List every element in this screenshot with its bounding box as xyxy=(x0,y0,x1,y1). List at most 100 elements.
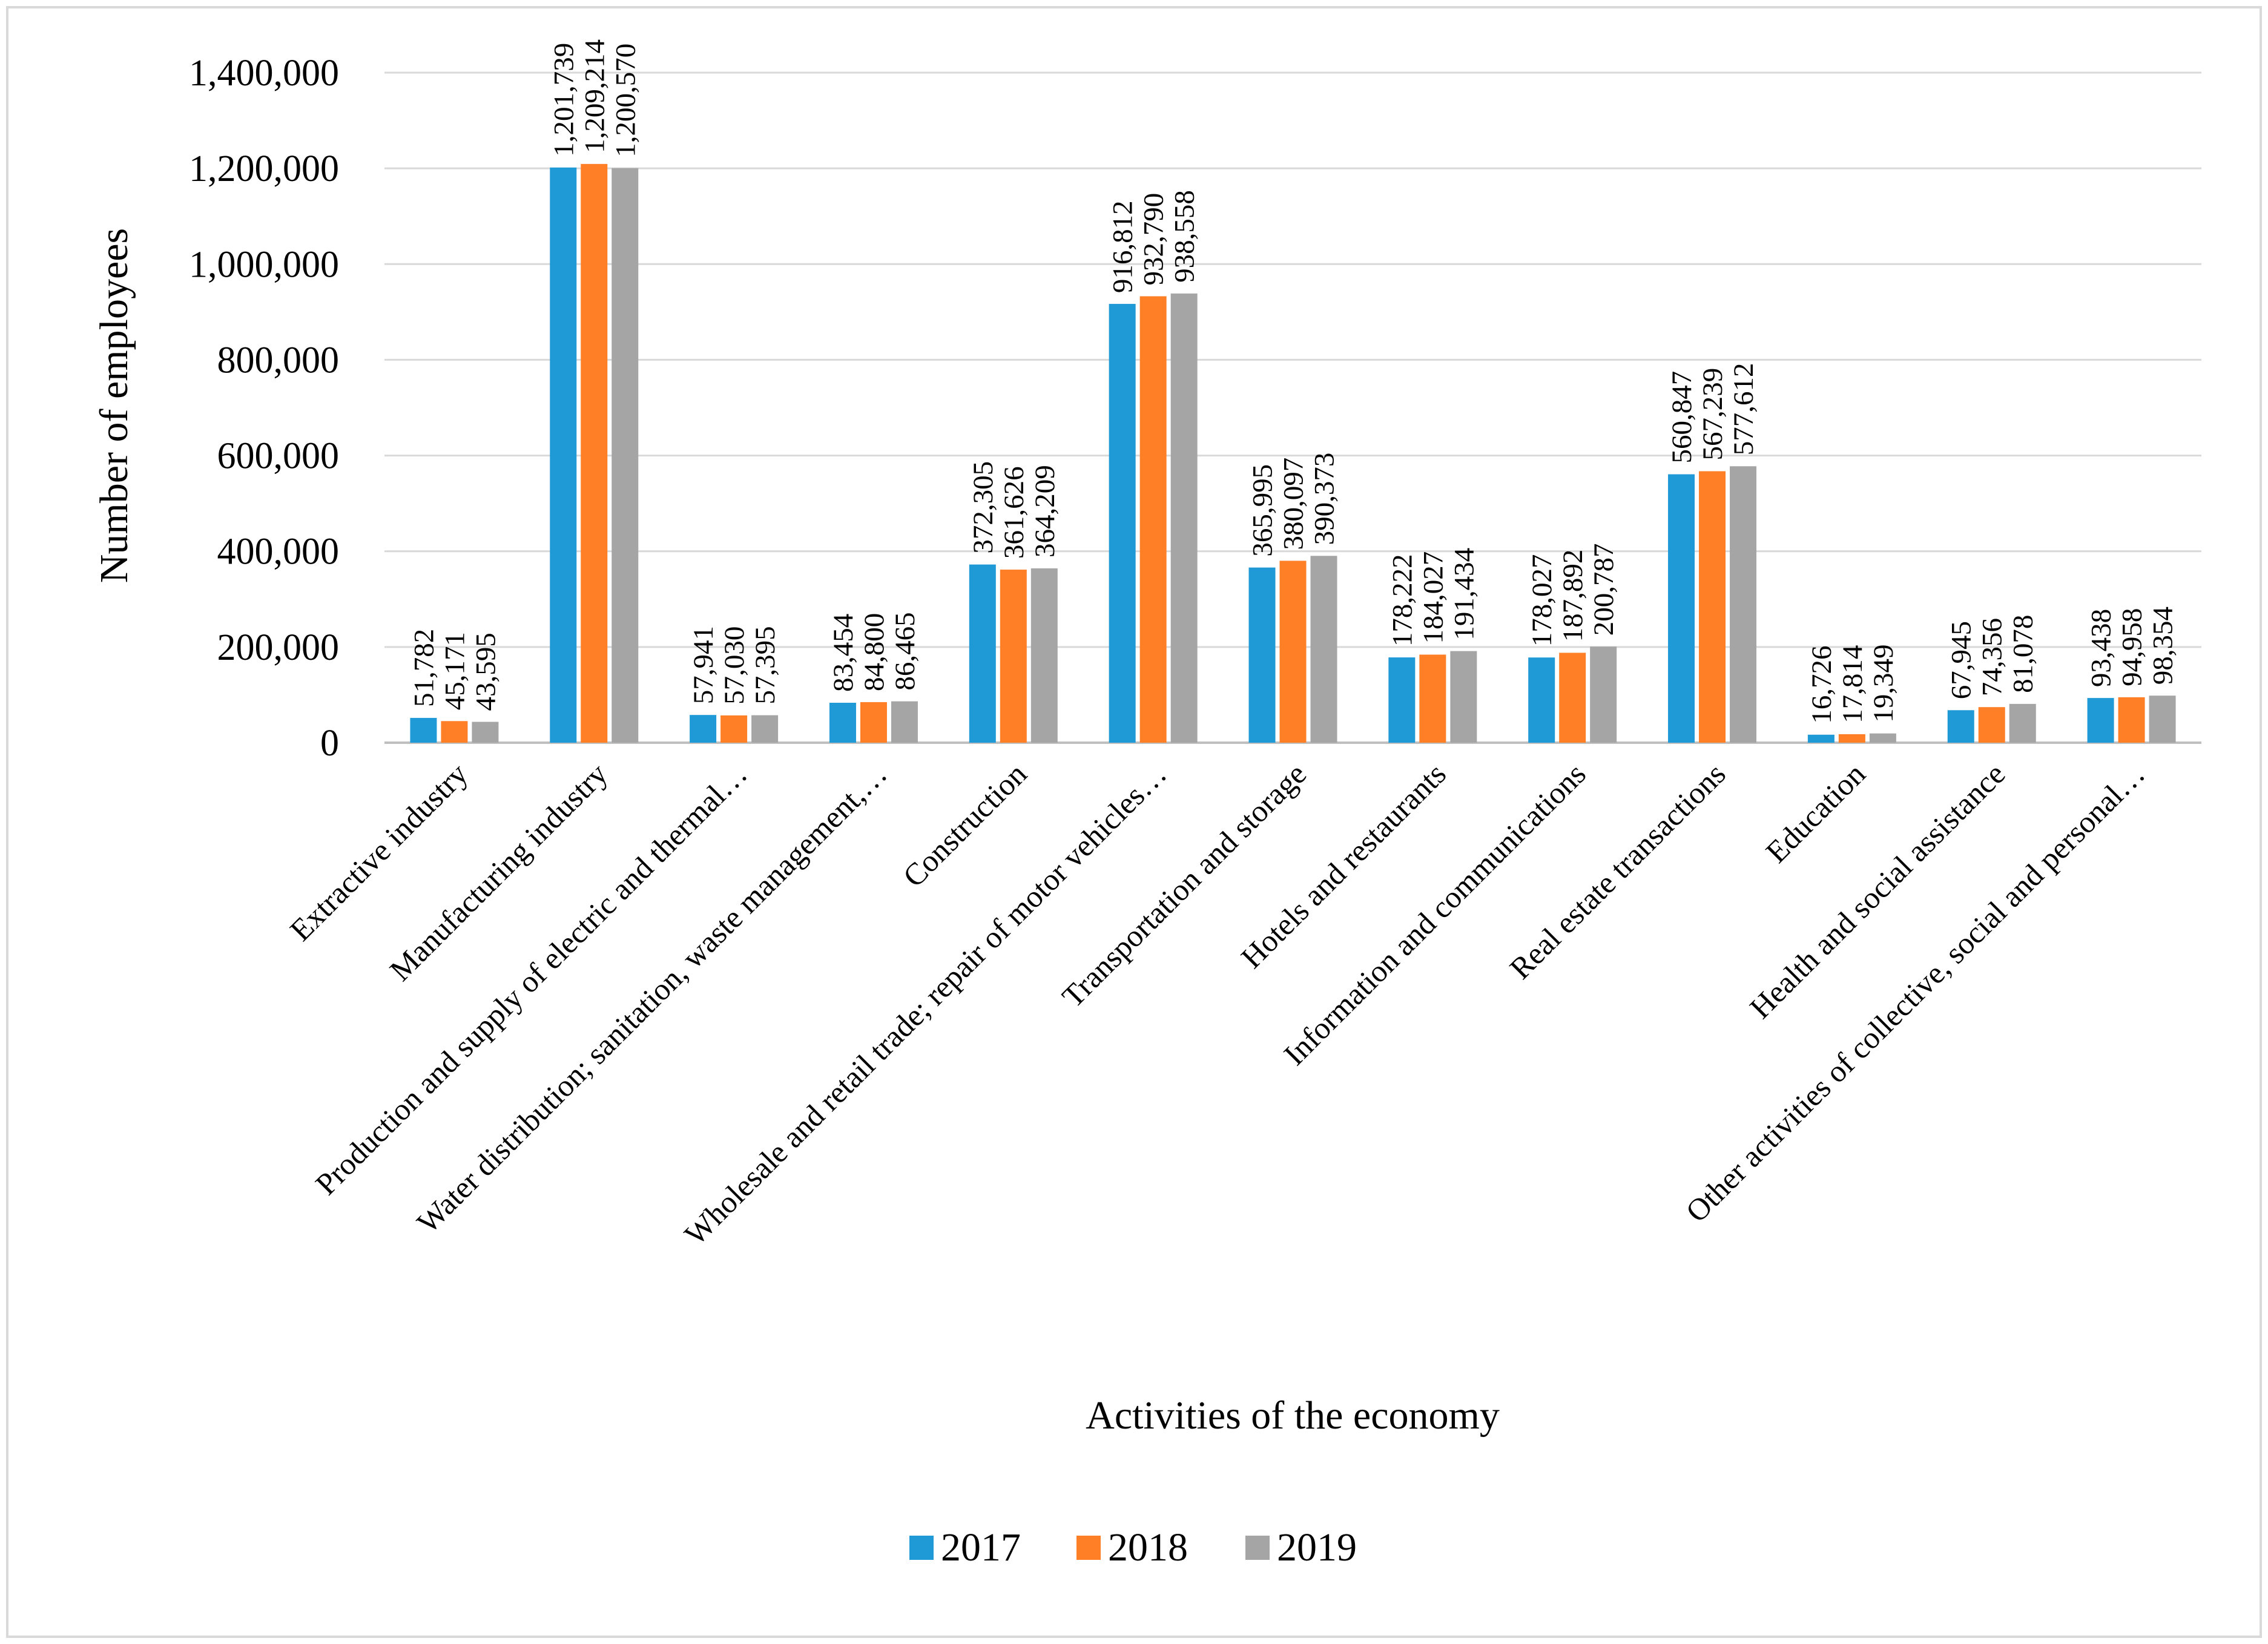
y-tick-label: 1,000,000 xyxy=(189,244,339,285)
y-tick-label: 1,400,000 xyxy=(189,53,339,94)
category-label: Education xyxy=(1760,757,1873,870)
category-label: Health and social assistance xyxy=(1744,757,2012,1025)
data-label-2017: 560,847 xyxy=(1666,371,1698,464)
bar-2019 xyxy=(1030,568,1058,743)
bar-2018 xyxy=(581,163,608,743)
data-label-2019: 364,209 xyxy=(1029,465,1061,557)
bar-2019 xyxy=(612,168,639,743)
bar-2017 xyxy=(550,167,577,743)
data-label-2018: 187,892 xyxy=(1557,550,1589,642)
bar-2019 xyxy=(472,722,499,743)
data-label-2017: 83,454 xyxy=(828,614,859,692)
x-axis-title: Activities of the economy xyxy=(1086,1393,1500,1438)
bar-2017 xyxy=(2087,698,2114,743)
bar-2018 xyxy=(2118,697,2145,743)
legend-swatch-2018 xyxy=(1076,1536,1101,1560)
category-label: Transportation and storage xyxy=(1056,757,1313,1014)
bar-2018 xyxy=(1838,734,1865,743)
bar-2019 xyxy=(1170,293,1198,743)
data-label-2017: 178,222 xyxy=(1386,554,1418,646)
bar-2017 xyxy=(829,703,856,743)
bars xyxy=(410,163,2176,743)
bar-2019 xyxy=(1869,733,1896,743)
data-label-2018: 94,958 xyxy=(2117,608,2148,686)
data-label-2018: 84,800 xyxy=(859,613,890,691)
data-label-2017: 1,201,739 xyxy=(548,43,579,157)
data-labels: 51,782 45,171 43,595 1,201,739 1,209,214 1,20… xyxy=(408,39,2178,724)
data-label-2017: 51,782 xyxy=(408,629,440,707)
legend-label-2018: 2018 xyxy=(1108,1525,1188,1570)
data-label-2019: 81,078 xyxy=(2008,615,2039,693)
bar-2018 xyxy=(860,702,887,743)
category-label: Construction xyxy=(897,757,1033,894)
data-label-2019: 1,200,570 xyxy=(610,44,641,157)
bar-2017 xyxy=(1807,734,1835,743)
data-label-2019: 200,787 xyxy=(1588,543,1620,636)
data-label-2018: 361,626 xyxy=(998,466,1030,559)
data-label-2017: 16,726 xyxy=(1806,646,1838,724)
category-label: Wholesale and retail trade; repair of mo… xyxy=(679,757,1174,1252)
data-label-2019: 577,612 xyxy=(1728,363,1759,456)
data-label-2019: 390,373 xyxy=(1309,453,1340,545)
data-label-2017: 178,027 xyxy=(1526,554,1558,646)
chart-frame xyxy=(6,6,2262,1638)
category-label: Information and communications xyxy=(1277,757,1592,1072)
bar-2017 xyxy=(1248,567,1276,743)
data-label-2017: 93,438 xyxy=(2086,609,2117,687)
bar-2018 xyxy=(720,715,748,743)
data-label-2019: 938,558 xyxy=(1169,190,1201,283)
data-label-2018: 17,814 xyxy=(1837,645,1868,723)
data-label-2017: 372,305 xyxy=(968,461,999,554)
bar-2018 xyxy=(1559,653,1586,743)
data-label-2018: 45,171 xyxy=(439,632,470,710)
bar-2018 xyxy=(1419,654,1446,743)
bar-2018 xyxy=(1978,707,2005,743)
data-label-2018: 57,030 xyxy=(719,626,750,705)
bar-2017 xyxy=(1388,657,1416,743)
y-axis-ticks: 0 200,000 400,000 600,000 800,000 1,000,000 1,… xyxy=(189,53,339,764)
y-tick-label: 600,000 xyxy=(217,436,340,477)
data-label-2017: 57,941 xyxy=(688,626,719,704)
bar-2019 xyxy=(1450,651,1477,743)
category-label: Water distribution; sanitation, waste ma… xyxy=(411,757,894,1240)
data-label-2017: 67,945 xyxy=(1946,621,1977,699)
bar-2017 xyxy=(969,564,996,743)
bar-2017 xyxy=(1109,304,1136,743)
data-label-2018: 932,790 xyxy=(1138,193,1170,286)
bar-2019 xyxy=(2149,695,2176,743)
y-tick-label: 400,000 xyxy=(217,531,340,573)
y-tick-label: 200,000 xyxy=(217,627,340,668)
bar-2019 xyxy=(751,715,779,743)
bar-2017 xyxy=(690,715,717,743)
data-label-2019: 86,465 xyxy=(889,612,921,690)
legend-swatch-2019 xyxy=(1245,1536,1270,1560)
legend-label-2019: 2019 xyxy=(1277,1525,1357,1570)
bar-2017 xyxy=(1947,710,1974,743)
bar-2018 xyxy=(1279,561,1307,743)
data-label-2018: 380,097 xyxy=(1278,458,1310,550)
bar-2018 xyxy=(441,721,468,743)
legend: 2017 2018 2019 xyxy=(909,1525,1357,1570)
legend-label-2017: 2017 xyxy=(941,1525,1021,1570)
bar-2018 xyxy=(1139,296,1167,743)
bar-2017 xyxy=(1668,474,1695,743)
data-label-2019: 191,434 xyxy=(1448,548,1480,640)
legend-swatch-2017 xyxy=(909,1536,934,1560)
data-label-2019: 19,349 xyxy=(1868,644,1899,722)
y-axis-title: Number of employees xyxy=(92,228,136,584)
bar-2018 xyxy=(1000,570,1027,743)
gridlines xyxy=(384,71,2201,648)
category-label: Other activities of collective, social a… xyxy=(1680,757,2152,1229)
data-label-2018: 184,027 xyxy=(1417,551,1449,644)
data-label-2018: 1,209,214 xyxy=(579,39,610,153)
bar-2019 xyxy=(891,701,918,743)
data-label-2019: 43,595 xyxy=(470,633,501,711)
bar-2019 xyxy=(1310,556,1337,743)
y-tick-label: 1,200,000 xyxy=(189,148,339,189)
bar-2017 xyxy=(1528,657,1555,743)
bar-2017 xyxy=(410,718,437,743)
bar-2019 xyxy=(2009,703,2036,743)
bar-2019 xyxy=(1730,466,1757,743)
